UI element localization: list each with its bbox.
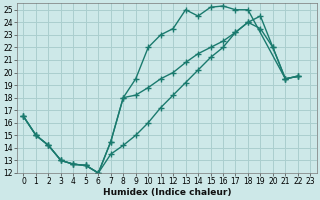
- X-axis label: Humidex (Indice chaleur): Humidex (Indice chaleur): [103, 188, 231, 197]
